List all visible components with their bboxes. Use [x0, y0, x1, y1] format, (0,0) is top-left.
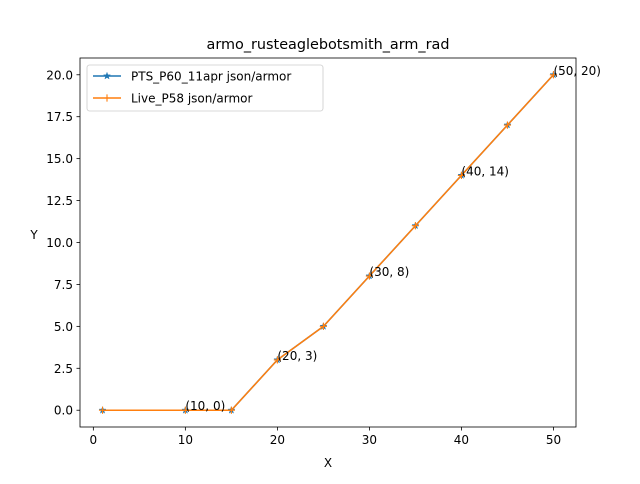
y-tick-label: 5.0: [54, 320, 73, 334]
legend-entry: PTS_P60_11apr json/armor: [93, 70, 291, 84]
y-tick-label: 17.5: [46, 110, 73, 124]
chart-title: armo_rusteaglebotsmith_arm_rad: [207, 37, 450, 53]
data-label: (10, 0): [185, 399, 225, 413]
legend-label: Live_P58 json/armor: [131, 92, 253, 106]
y-tick-label: 15.0: [46, 152, 73, 166]
legend-box: [86, 64, 324, 112]
series-1: [98, 71, 558, 414]
x-tick-label: 0: [90, 433, 98, 447]
series-1-point: [181, 406, 189, 414]
x-tick-label: 20: [270, 433, 285, 447]
data-label: (30, 8): [369, 265, 409, 279]
y-tick-label: 2.5: [54, 362, 73, 376]
series-1-point: [457, 171, 466, 180]
x-axis-label: X: [324, 456, 332, 470]
x-tick-label: 50: [546, 433, 561, 447]
series-1-point: [503, 121, 512, 129]
legend-label: PTS_P60_11apr json/armor: [131, 70, 291, 84]
series-1-point: [227, 406, 235, 414]
y-tick-label: 0.0: [54, 404, 73, 418]
series-1-point: [98, 406, 107, 414]
y-tick-label: 20.0: [46, 68, 73, 82]
y-tick-label: 12.5: [46, 194, 73, 208]
data-label: (50, 20): [553, 64, 601, 78]
series-1-point: [411, 222, 420, 230]
y-tick-label: 7.5: [54, 278, 73, 292]
data-label: (20, 3): [277, 349, 317, 363]
series-1-point: [103, 94, 111, 102]
y-tick-label: 10.0: [46, 236, 73, 250]
series-0-point: [102, 71, 112, 80]
x-tick-label: 30: [362, 433, 377, 447]
series-1-point: [365, 272, 374, 280]
x-tick-label: 40: [454, 433, 469, 447]
series-1-point: [273, 356, 281, 364]
y-axis-label: Y: [29, 228, 38, 242]
x-tick-label: 10: [178, 433, 193, 447]
legend-entry: Live_P58 json/armor: [93, 92, 253, 106]
series-1-line: [102, 74, 555, 411]
legend: PTS_P60_11apr json/armor Live_P58 json/ar…: [86, 64, 324, 112]
series-1-point: [549, 71, 558, 79]
data-label: (40, 14): [461, 164, 509, 178]
series-1-point: [319, 322, 327, 330]
plot-area: 0 10 20 30 40 50 0.0 2.5 5.0 7.5 10.0 12.5 15.0 17.5 2…: [46, 57, 601, 447]
